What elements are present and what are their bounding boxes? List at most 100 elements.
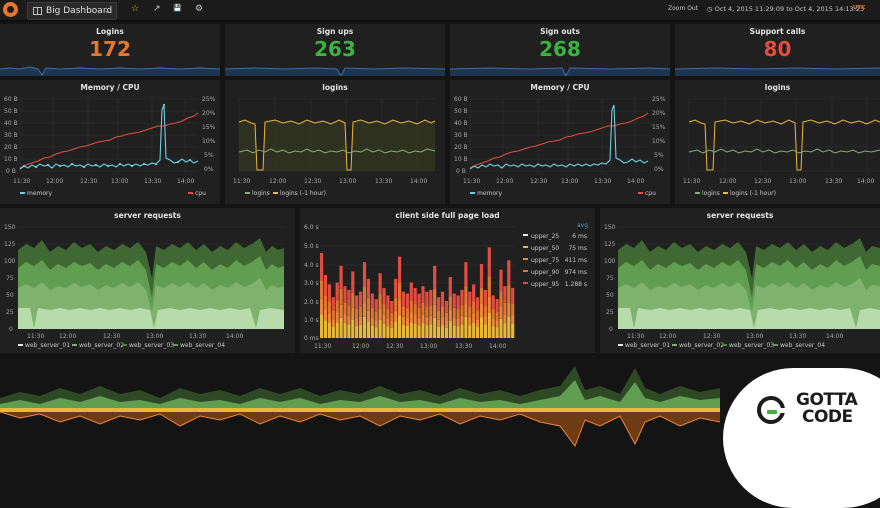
panel-title: logins [322, 83, 348, 92]
legend-upper-25[interactable]: upper_25 [531, 233, 559, 240]
legend-web-server-02[interactable]: web_server_02 [679, 342, 724, 349]
server-requests-panel[interactable]: server requests 150 125 100 75 50 25 0 1… [0, 208, 295, 353]
page-load-bar-segment [421, 323, 425, 338]
page-load-bar-segment [456, 326, 460, 338]
page-load-bar-segment [499, 306, 503, 319]
timezone-badge: UTC [853, 5, 866, 11]
page-load-bar-segment [339, 317, 343, 338]
page-load-bar-segment [479, 264, 484, 288]
x-tick: 12:00 [496, 178, 513, 185]
y-tick: 50 [6, 292, 14, 299]
page-load-bar-segment [331, 319, 335, 327]
page-load-bar-segment [351, 307, 355, 320]
gear-icon[interactable]: ⚙ [195, 4, 204, 14]
stat-panel-sign-ups[interactable]: Sign ups 263 [225, 24, 445, 76]
legend-logins[interactable]: logins [252, 190, 270, 197]
y-tick: 50 [606, 292, 614, 299]
logins-panel-2[interactable]: logins 11:30 12:00 12:30 13:00 13:30 14:… [675, 80, 880, 204]
page-load-bar-segment [331, 310, 335, 320]
page-load-bar-segment [386, 309, 390, 319]
legend-logins[interactable]: logins [702, 190, 720, 197]
x-tick: 13:30 [144, 178, 161, 185]
page-load-bar-segment [507, 260, 511, 286]
legend-header-avg[interactable]: avg [577, 222, 588, 229]
x-tick: 13:30 [594, 178, 611, 185]
page-load-bar-segment [394, 297, 398, 311]
legend-logins-previous[interactable]: logins (-1 hour) [280, 190, 326, 197]
page-load-bar-segment [347, 324, 351, 338]
page-load-bar-segment [339, 288, 343, 305]
page-load-bar-segment [327, 322, 331, 338]
page-load-bar-segment [347, 289, 351, 306]
page-load-bar-segment [468, 316, 472, 326]
x-tick: 13:00 [146, 333, 163, 340]
x-tick: 14:00 [826, 333, 843, 340]
panel-title: Memory / CPU [530, 83, 590, 92]
page-load-bar-segment [331, 326, 335, 338]
legend-memory[interactable]: memory [27, 190, 53, 197]
panel-title: Sign ups [316, 27, 354, 36]
legend-web-server-04[interactable]: web_server_04 [180, 342, 225, 349]
legend-cpu[interactable]: cpu [645, 190, 656, 197]
page-load-bar-segment [390, 312, 394, 321]
page-load-bar-segment [335, 312, 339, 323]
legend-value: 411 ms [565, 257, 587, 264]
y-tick: 2.0 s [304, 299, 319, 306]
y-tick-right: 15% [652, 124, 666, 131]
logins-panel[interactable]: logins 11:30 12:00 12:30 13:00 13:30 14:… [225, 80, 445, 204]
memory-cpu-panel[interactable]: Memory / CPU 60 B 50 B 40 B 30 B 20 B 10… [0, 80, 220, 204]
brand-line-1: GOTTA [796, 390, 858, 410]
legend-upper-50[interactable]: upper_50 [531, 245, 559, 252]
x-tick: 12:30 [304, 178, 321, 185]
share-icon[interactable]: ↗ [153, 4, 161, 14]
x-tick: 12:30 [103, 333, 120, 340]
page-load-panel[interactable]: client side full page load 6.0 s 5.0 s 4… [300, 208, 595, 353]
page-load-bar-segment [331, 297, 335, 311]
page-load-bar-segment [425, 291, 429, 307]
page-load-bar-segment [429, 324, 433, 338]
legend-web-server-03[interactable]: web_server_03 [729, 342, 774, 349]
legend-cpu[interactable]: cpu [195, 190, 206, 197]
page-load-bar-segment [499, 291, 503, 307]
memory-cpu-panel-2[interactable]: Memory / CPU 60 B 50 B 40 B 30 B 20 B 10… [450, 80, 670, 204]
stat-panel-sign-outs[interactable]: Sign outs 268 [450, 24, 670, 76]
legend-upper-75[interactable]: upper_75 [531, 257, 559, 264]
legend-web-server-01[interactable]: web_server_01 [625, 342, 670, 349]
star-icon[interactable]: ☆ [131, 4, 140, 14]
legend-upper-95[interactable]: upper_95 [531, 281, 559, 288]
grafana-logo-icon[interactable] [3, 2, 18, 17]
server-requests-panel-2[interactable]: server requests 150 125 100 75 50 25 0 1… [600, 208, 880, 353]
page-load-bar-segment [491, 318, 495, 327]
time-range-picker[interactable]: ◷ Oct 4, 2015 11:29:09 to Oct 4, 2015 14… [707, 5, 865, 13]
page-load-bar-segment [401, 316, 406, 326]
panel-title: logins [764, 83, 791, 92]
page-load-bar-segment [362, 262, 367, 287]
page-load-bar-segment [378, 319, 382, 338]
zoom-out-button[interactable]: Zoom Out [668, 5, 699, 12]
y-tick: 75 [606, 275, 614, 282]
page-load-bar-segment [456, 309, 460, 319]
legend-upper-90[interactable]: upper_90 [531, 269, 559, 276]
y-tick: 10 B [4, 156, 18, 163]
legend-memory[interactable]: memory [477, 190, 503, 197]
y-tick: 6.0 s [304, 224, 319, 231]
page-load-bar-segment [413, 288, 417, 305]
page-load-bar-segment [374, 299, 378, 312]
page-load-bar-segment [398, 282, 402, 301]
page-load-bar-segment [320, 280, 324, 299]
legend-web-server-02[interactable]: web_server_02 [79, 342, 124, 349]
legend-logins-previous[interactable]: logins (-1 hour) [730, 190, 776, 197]
save-icon[interactable]: 💾 [173, 4, 182, 12]
page-load-bar-segment [425, 325, 429, 338]
stat-panel-logins[interactable]: Logins 172 [0, 24, 220, 76]
page-load-bar-segment [401, 325, 406, 338]
stat-panel-support-calls[interactable]: Support calls 80 [675, 24, 880, 76]
legend-web-server-04[interactable]: web_server_04 [780, 342, 825, 349]
page-load-bar-segment [437, 310, 441, 320]
page-load-bar-segment [359, 316, 363, 326]
dashboard-picker-button[interactable]: Big Dashboard ⌄ [27, 2, 117, 20]
legend-web-server-01[interactable]: web_server_01 [25, 342, 70, 349]
legend-web-server-03[interactable]: web_server_03 [129, 342, 174, 349]
x-tick: 12:30 [80, 178, 97, 185]
y-tick-right: 0% [654, 166, 664, 173]
